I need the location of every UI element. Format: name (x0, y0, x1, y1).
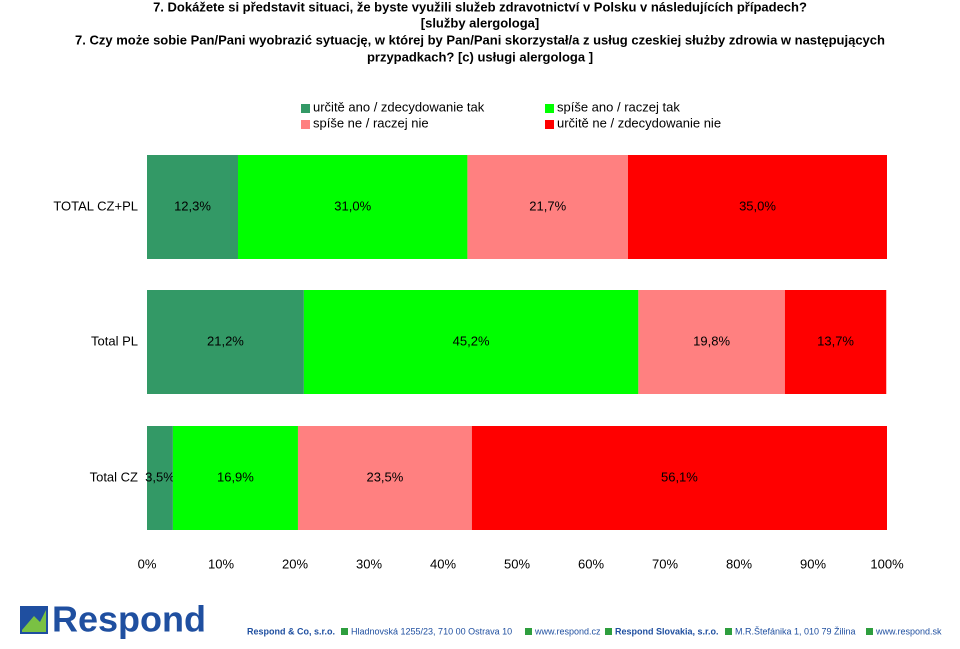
footer-text: M.R.Štefánika 1, 010 79 Žilina (735, 626, 856, 636)
bar-segment (238, 155, 468, 259)
x-tick-label: 100% (870, 556, 904, 571)
bar-segment (297, 426, 472, 530)
x-tick-label: 20% (282, 556, 308, 571)
legend-label: spíše ne / raczej nie (313, 115, 429, 130)
legend-label: určitě ne / zdecydowanie nie (557, 115, 721, 130)
x-tick-label: 40% (430, 556, 456, 571)
legend-swatch (301, 120, 310, 129)
logo-text: Respond (52, 599, 206, 640)
footer-text: Respond Slovakia, s.r.o. (615, 626, 719, 636)
footer-separator (525, 628, 532, 635)
bar-segment (303, 290, 639, 394)
value-label: 19,8% (693, 333, 730, 348)
x-tick-label: 30% (356, 556, 382, 571)
x-tick-label: 70% (652, 556, 678, 571)
legend-label: určitě ano / zdecydowanie tak (313, 99, 485, 114)
y-tick-label: TOTAL CZ+PL (53, 198, 138, 213)
x-tick-label: 0% (138, 556, 157, 571)
footer-text: Hladnovská 1255/23, 710 00 Ostrava 10 (351, 626, 512, 636)
value-label: 3,5% (145, 469, 175, 484)
title-line: 7. Dokážete si představit situaci, že by… (153, 0, 807, 14)
bar-segment (172, 426, 298, 530)
footer-separator (341, 628, 348, 635)
value-label: 21,2% (207, 333, 244, 348)
bar-segment (147, 290, 304, 394)
footer-separator (725, 628, 732, 635)
value-label: 31,0% (334, 198, 371, 213)
value-label: 35,0% (739, 198, 776, 213)
title-line: [služby alergologa] (421, 15, 539, 30)
value-label: 12,3% (174, 198, 211, 213)
logo-icon-part (22, 610, 46, 632)
legend-swatch (545, 104, 554, 113)
bar-segment (471, 426, 887, 530)
x-tick-label: 50% (504, 556, 530, 571)
value-label: 45,2% (453, 333, 490, 348)
value-label: 13,7% (817, 333, 854, 348)
value-label: 56,1% (661, 469, 698, 484)
footer-separator (866, 628, 873, 635)
y-tick-label: Total PL (91, 333, 138, 348)
bar-segment (628, 155, 887, 259)
title-line: 7. Czy może sobie Pan/Pani wyobrazić syt… (75, 32, 885, 47)
footer-text: www.respond.sk (875, 626, 942, 636)
footer-text: www.respond.cz (534, 626, 601, 636)
bar-segment (784, 290, 887, 394)
legend-swatch (545, 120, 554, 129)
bar-segment (638, 290, 785, 394)
legend-swatch (301, 104, 310, 113)
legend-label: spíše ano / raczej tak (557, 99, 680, 114)
x-tick-label: 60% (578, 556, 604, 571)
logo: Respond (20, 599, 206, 640)
value-label: 21,7% (529, 198, 566, 213)
value-label: 16,9% (217, 469, 254, 484)
footer-text: Respond & Co, s.r.o. (247, 626, 335, 636)
bar-segment (147, 426, 173, 530)
x-tick-label: 10% (208, 556, 234, 571)
bar-segment (467, 155, 628, 259)
footer-separator (605, 628, 612, 635)
value-label: 23,5% (366, 469, 403, 484)
title-line: przypadkach? [c) usługi alergologa ] (367, 49, 593, 64)
x-tick-label: 90% (800, 556, 826, 571)
x-tick-label: 80% (726, 556, 752, 571)
y-tick-label: Total CZ (90, 469, 138, 484)
bar-segment (147, 155, 239, 259)
